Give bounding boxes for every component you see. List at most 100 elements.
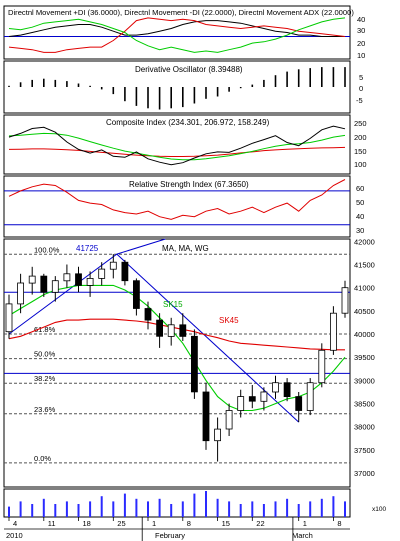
deriv-ticks: 5 0 -5 (356, 73, 363, 105)
candle-body (202, 391, 210, 442)
composite-fast-ma-line (8, 132, 346, 161)
uptrend-line (8, 253, 118, 335)
volume-panel (3, 488, 351, 518)
composite-tick-label: 150 (354, 147, 367, 156)
candle-body (28, 275, 36, 284)
month-label-2010: 2010 (6, 531, 23, 540)
candle-body (51, 280, 59, 293)
price-tick-label: 38500 (354, 400, 375, 409)
composite-tick-label: 200 (354, 133, 367, 142)
price-tick-label: 41500 (354, 261, 375, 270)
deriv-title: Derivative Oscillator (8.39488) (135, 65, 243, 74)
candle-body (75, 273, 82, 286)
x-tick-label: 25 (117, 519, 125, 528)
composite-tick-label: 100 (354, 160, 367, 169)
sk45-label: SK45 (219, 316, 239, 325)
price-tick-label: 37500 (354, 446, 375, 455)
deriv-tick-label: 5 (359, 73, 363, 82)
x-tick-label: 22 (256, 519, 264, 528)
price-tick-label: 40000 (354, 330, 375, 339)
composite-ticks: 250 200 150 100 (354, 119, 367, 169)
x-tick-label: 8 (187, 519, 191, 528)
deriv-bars (8, 67, 346, 110)
candle-body (63, 273, 71, 282)
rsi-tick-label: 50 (356, 198, 364, 207)
x-tick-label: 8 (337, 519, 341, 528)
candle-body (295, 396, 303, 411)
dmi-tick-label: 40 (357, 15, 365, 24)
candle-body (86, 277, 94, 286)
deriv-panel (3, 60, 351, 114)
volume-tick-label: x100 (372, 506, 386, 513)
price-ticks: 42000 41500 41000 40500 40000 39500 39000 38500… (354, 237, 375, 478)
candle-body (329, 312, 337, 351)
candle-body (260, 391, 268, 402)
retracement-label: 0.0% (34, 454, 51, 463)
rsi-lines (4, 179, 350, 226)
price-tick-label: 40500 (354, 307, 375, 316)
x-tick-label: 11 (48, 519, 56, 528)
retracement-label: 23.6% (34, 405, 56, 414)
candle-body (5, 303, 13, 333)
price-title: MA, MA, WG (162, 244, 209, 253)
candle-body (237, 396, 245, 411)
month-label-february: February (155, 531, 185, 540)
rsi-ticks: 60 50 40 30 (356, 184, 364, 235)
candle-body (272, 382, 279, 393)
candle-body (132, 280, 140, 309)
dmi-ticks: 40 30 20 10 (357, 15, 365, 60)
price-tick-label: 39500 (354, 353, 375, 362)
x-tick-label: 15 (222, 519, 230, 528)
composite-tick-label: 250 (354, 119, 367, 128)
plus-di-line (8, 17, 346, 53)
rsi-line (8, 179, 346, 220)
candle-body (214, 428, 222, 442)
x-tick-label: 1 (152, 519, 156, 528)
x-tick-label: 1 (303, 519, 307, 528)
dmi-title: Directnl Movement +DI (36.0000), Directn… (8, 8, 354, 17)
price-panel (3, 238, 351, 488)
candle-body (283, 382, 291, 398)
price-tick-label: 39000 (354, 376, 375, 385)
rsi-tick-label: 30 (356, 226, 364, 235)
candle-body (306, 382, 314, 411)
x-tick-label: 4 (13, 519, 17, 528)
retracement-label: 100.0% (34, 245, 60, 254)
dmi-tick-label: 10 (357, 51, 365, 60)
composite-lines (8, 125, 346, 166)
candle-body (121, 261, 129, 282)
price-tick-label: 37000 (354, 469, 375, 478)
candle-body (109, 261, 117, 270)
sk15-label: SK15 (163, 300, 183, 309)
composite-index-line (8, 125, 346, 166)
candle-body (98, 268, 106, 279)
rsi-title: Relative Strength Index (67.3650) (129, 180, 249, 189)
composite-slow-ma-line (8, 146, 346, 157)
composite-title: Composite Index (234.301, 206.972, 158.2… (106, 118, 270, 127)
retracement-label: 61.8% (34, 325, 56, 334)
sk15-line (8, 284, 346, 412)
dmi-tick-label: 20 (357, 39, 365, 48)
uptrend-extension-line (116, 238, 166, 255)
dmi-tick-label: 30 (357, 26, 365, 35)
minus-di-line (8, 17, 346, 53)
retracement-label: 50.0% (34, 350, 56, 359)
candle-body (341, 287, 349, 314)
candle-body (40, 275, 48, 293)
volume-bars (8, 491, 346, 517)
candle-body (17, 282, 25, 305)
deriv-tick-label: -5 (356, 96, 363, 105)
price-tick-label: 42000 (354, 237, 375, 246)
candle-body (225, 410, 233, 430)
candle-body (190, 335, 198, 393)
price-marks: 100.0% 61.8% 50.0% 38.2% 23.6% 0.0% (4, 238, 350, 464)
deriv-tick-label: 0 (359, 84, 363, 93)
price-tick-label: 38000 (354, 423, 375, 432)
adx-line (8, 20, 345, 37)
candle-body (167, 324, 175, 337)
candle-body (318, 349, 326, 384)
retracement-label: 38.2% (34, 374, 56, 383)
dmi-lines (4, 17, 350, 53)
